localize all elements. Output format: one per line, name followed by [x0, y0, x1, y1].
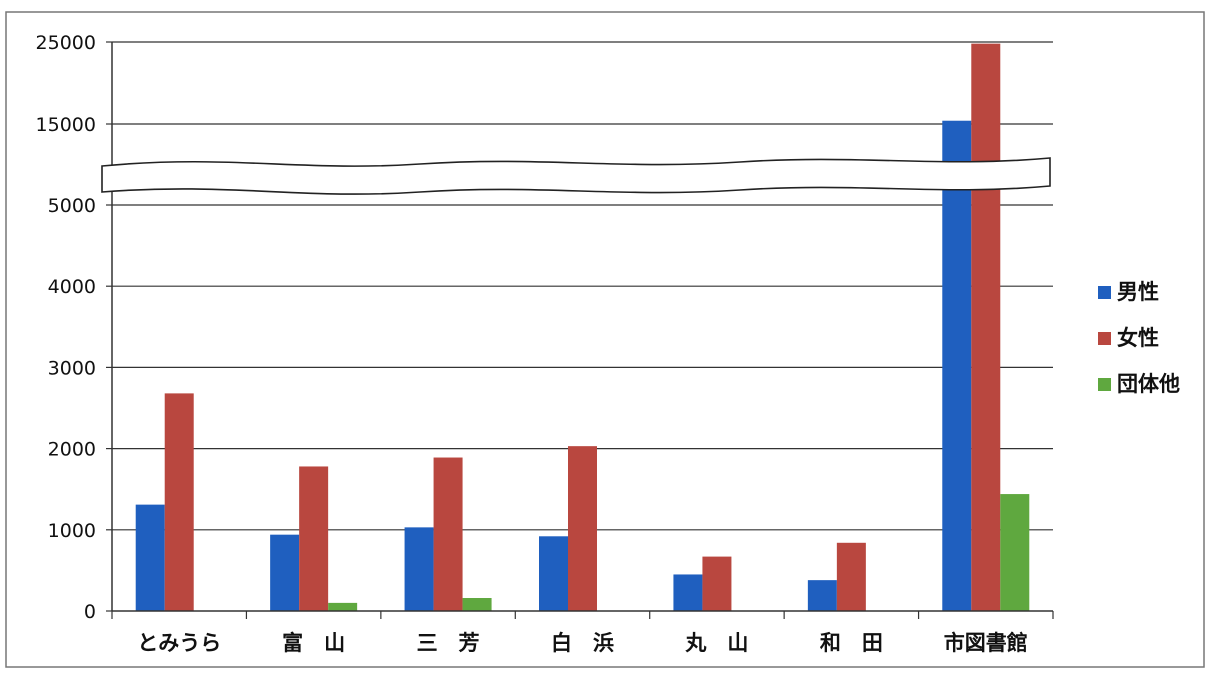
bar-男性-5 [807, 580, 837, 611]
y-tick-label: 25000 [36, 32, 96, 54]
y-tick-label: 4000 [48, 276, 96, 298]
legend-label: 団体他 [1117, 372, 1180, 396]
bar-団体他-2 [462, 598, 492, 611]
legend-label: 男性 [1117, 280, 1159, 304]
y-tick-label: 1000 [48, 520, 96, 542]
bar-男性-4 [673, 574, 703, 611]
bar-団体他-1 [328, 602, 358, 611]
bar-男性-0 [135, 504, 165, 611]
x-tick-label: 和 田 [820, 631, 883, 655]
axis-break-band [101, 157, 1051, 195]
bar-女性-0 [164, 393, 194, 611]
axes [111, 42, 1053, 612]
x-tick-label: 富 山 [282, 631, 345, 655]
legend-swatch [1098, 286, 1111, 299]
legend-swatch [1098, 378, 1111, 391]
bar-団体他-6 [1000, 494, 1030, 611]
y-tick-label: 2000 [48, 439, 96, 461]
bar-男性-2 [404, 527, 434, 611]
y-tick-label: 5000 [48, 195, 96, 217]
bar-女性-2 [433, 457, 463, 611]
bar-男性-1 [270, 534, 300, 611]
y-tick-label: 0 [84, 601, 96, 623]
bar-男性-6 [942, 120, 972, 611]
chart-border [5, 11, 1205, 668]
bar-女性-6 [971, 43, 1001, 611]
x-tick-label: 市図書館 [944, 631, 1028, 655]
legend-label: 女性 [1117, 326, 1159, 350]
bar-女性-4 [702, 556, 732, 611]
bar-男性-3 [539, 536, 568, 611]
x-tick-label: 白 浜 [551, 631, 614, 655]
axis-break [101, 157, 1051, 195]
y-tick-label: 3000 [48, 357, 96, 379]
bar-女性-1 [299, 466, 329, 611]
x-tick-label: とみうら [137, 631, 221, 655]
tick-labels: 25000 15000 5000 4000 3000 2000 1000 0 とみうら 富 山 三 … [36, 32, 1028, 655]
y-tick-label: 15000 [36, 114, 96, 136]
bars [135, 43, 1030, 611]
legend-swatch [1098, 332, 1111, 345]
x-tick-label: 三 芳 [417, 631, 480, 655]
bar-女性-3 [568, 446, 597, 611]
bar-女性-5 [836, 542, 866, 611]
x-tick-label: 丸 山 [684, 631, 748, 655]
